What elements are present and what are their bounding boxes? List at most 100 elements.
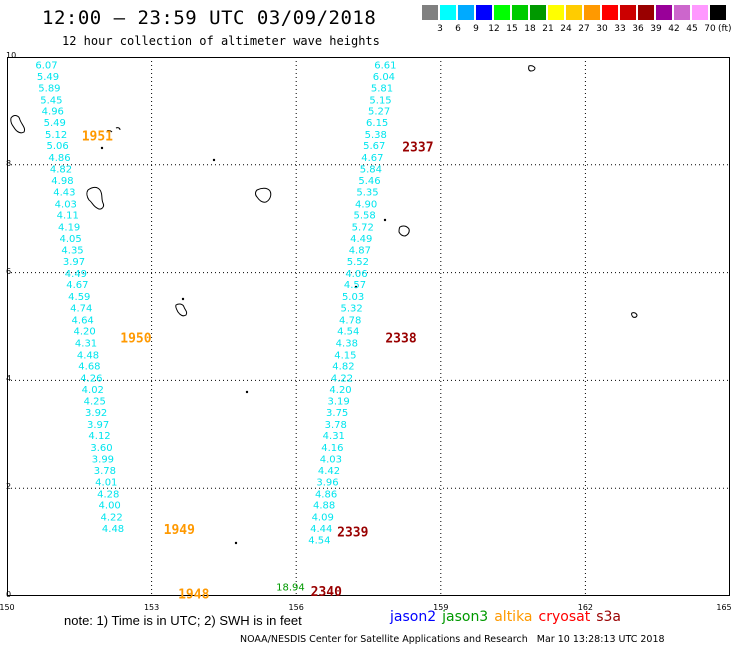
footnote: note: 1) Time is in UTC; 2) SWH is in fe… [64, 613, 302, 628]
scale-swatch [458, 5, 474, 20]
islet-dot [181, 297, 185, 301]
satellite-legend: jason2 jason3 altika cryosat s3a [390, 609, 627, 625]
wave-height-value: 4.00 [99, 501, 121, 512]
wave-height-value: 5.15 [369, 95, 391, 106]
wave-height-value: 4.25 [84, 397, 106, 408]
pass-time-label: 2340 [311, 585, 342, 600]
wave-height-value: 4.48 [102, 524, 124, 535]
scale-swatch [584, 5, 600, 20]
scale-swatch [692, 5, 708, 20]
wave-height-value: 5.27 [368, 107, 390, 118]
islet-dot [234, 541, 238, 545]
wave-height-value: 4.28 [97, 489, 119, 500]
wave-height-value: 4.67 [361, 153, 383, 164]
wave-height-value: 4.54 [337, 327, 359, 338]
lat-tick-label: 0 [6, 590, 12, 599]
wave-height-value: 5.72 [352, 223, 374, 234]
wave-height-value: 4.67 [66, 280, 88, 291]
wave-height-value: 4.06 [345, 269, 367, 280]
wave-height-value: 4.19 [58, 223, 80, 234]
scale-label: 24 [560, 24, 572, 34]
pass-time-label: 2339 [337, 526, 368, 541]
wave-height-value: 4.20 [73, 327, 95, 338]
lat-tick-label: 8 [6, 158, 12, 168]
scale-label: 3 [437, 24, 443, 34]
wave-height-value: 6.04 [373, 72, 395, 83]
scale-swatch [494, 5, 510, 20]
satellite-name: jason3 [442, 609, 489, 625]
lat-tick-label: 4 [6, 374, 12, 384]
wave-height-value: 4.15 [334, 350, 356, 361]
wave-height-value: 3.78 [325, 420, 347, 431]
islet-dot [212, 158, 216, 162]
wave-height-value: 5.38 [365, 130, 387, 141]
wave-height-value: 18.94 [276, 583, 305, 594]
scale-label: 12 [488, 24, 500, 34]
credit-line: NOAA/NESDIS Center for Satellite Applica… [240, 634, 665, 645]
lon-tick-label: 150 [0, 603, 15, 612]
wave-height-value: 4.49 [65, 269, 87, 280]
wave-height-value: 4.88 [313, 501, 335, 512]
wave-height-value: 4.78 [339, 315, 361, 326]
pass-time-label: 1951 [82, 130, 113, 145]
wave-height-value: 4.82 [332, 362, 354, 373]
wave-height-value: 5.32 [340, 303, 362, 314]
satellite-name: jason2 [390, 609, 437, 625]
pass-time-label: 1950 [120, 332, 151, 347]
wave-height-value: 4.44 [310, 524, 332, 535]
wave-height-value: 6.15 [366, 118, 388, 129]
wave-height-value: 4.96 [42, 107, 64, 118]
island-outline [106, 127, 121, 133]
wave-height-value: 4.20 [329, 385, 351, 396]
lat-tick-label: 10 [6, 51, 17, 60]
map-title: 12:00 — 23:59 UTC 03/09/2018 [42, 7, 377, 29]
wave-height-value: 4.82 [50, 164, 72, 175]
wave-height-value: 4.03 [320, 454, 342, 465]
island-outline [10, 115, 25, 134]
pass-time-label: 2338 [385, 332, 416, 347]
wave-height-value: 5.81 [371, 83, 393, 94]
scale-swatch [656, 5, 672, 20]
wave-height-value: 5.12 [45, 130, 67, 141]
scale-unit: (ft) [718, 24, 732, 34]
wave-height-value: 4.48 [77, 350, 99, 361]
wave-height-value: 5.45 [40, 95, 62, 106]
scale-label: 9 [473, 24, 479, 34]
scale-label: 33 [614, 24, 626, 34]
wave-height-value: 4.35 [61, 246, 83, 257]
wave-height-value: 3.97 [87, 420, 109, 431]
scale-label: 39 [650, 24, 662, 34]
scale-swatch [674, 5, 690, 20]
scale-swatch [602, 5, 618, 20]
wave-height-value: 5.46 [358, 176, 380, 187]
scale-swatch [548, 5, 564, 20]
wave-height-value: 3.97 [63, 257, 85, 268]
wave-height-value: 4.42 [318, 466, 340, 477]
scale-label: 6 [455, 24, 461, 34]
map-subtitle: 12 hour collection of altimeter wave hei… [62, 34, 380, 48]
wave-height-value: 4.59 [68, 292, 90, 303]
scale-swatch [710, 5, 726, 20]
wave-height-value: 4.01 [95, 478, 117, 489]
wave-height-value: 4.16 [321, 443, 343, 454]
wave-height-value: 4.57 [344, 280, 366, 291]
scale-label: 45 [686, 24, 698, 34]
scale-swatch [422, 5, 438, 20]
island-outline [398, 225, 410, 237]
scale-swatch [638, 5, 654, 20]
scale-swatch [620, 5, 636, 20]
island-outline [255, 187, 272, 203]
pass-time-label: 1949 [164, 523, 195, 538]
satellite-name: altika [494, 609, 533, 625]
island-outline [175, 303, 188, 317]
pass-time-label: 2337 [402, 140, 433, 155]
scale-swatch [530, 5, 546, 20]
wave-height-value: 3.78 [94, 466, 116, 477]
lon-tick-label: 162 [577, 603, 594, 612]
wave-height-value: 5.52 [347, 257, 369, 268]
wave-height-value: 4.86 [48, 153, 70, 164]
lat-tick-label: 6 [6, 266, 12, 276]
islet-dot [245, 390, 249, 394]
wave-height-value: 6.61 [374, 60, 396, 71]
